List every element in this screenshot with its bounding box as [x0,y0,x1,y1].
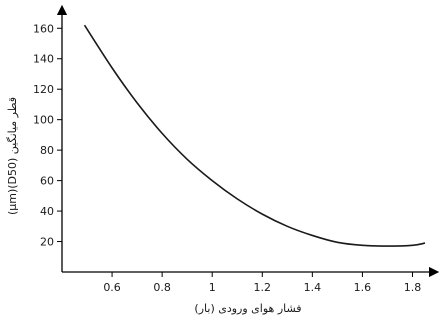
y-tick-label: 100 [33,114,54,127]
series-line [83,24,426,247]
y-tick-label: 120 [33,83,54,96]
x-tick-label: 1.6 [354,281,372,294]
x-tick-label: 0.6 [103,281,121,294]
y-axis-ticks: 20 40 60 80 100 120 140 160 [33,22,62,249]
y-tick-label: 60 [40,175,54,188]
y-tick-label: 160 [33,22,54,35]
x-tick-label: 1.8 [404,281,422,294]
x-axis-title: فشار هوای ورودی (بار) [194,302,301,315]
y-tick-label: 140 [33,53,54,66]
y-tick-label: 80 [40,144,54,157]
x-tick-label: 1.4 [304,281,322,294]
y-tick-label: 40 [40,205,54,218]
x-tick-label: 0.8 [153,281,171,294]
x-tick-label: 1 [209,281,216,294]
x-axis-ticks: 0.6 0.8 1 1.2 1.4 1.6 1.8 [103,272,421,294]
y-axis-title: (µm)(D50) قطر میانگین [6,97,19,215]
x-tick-label: 1.2 [254,281,272,294]
y-tick-label: 20 [40,236,54,249]
